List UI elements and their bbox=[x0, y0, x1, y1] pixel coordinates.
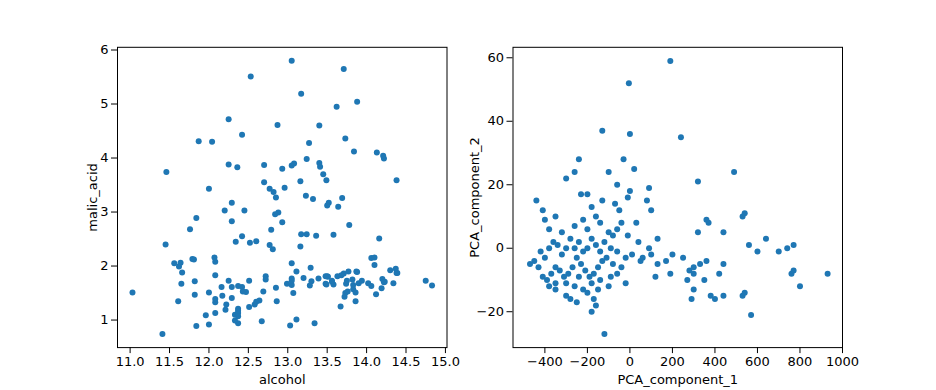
svg-text:6: 6 bbox=[100, 42, 108, 57]
svg-text:−400: −400 bbox=[527, 354, 563, 369]
svg-text:malic_acid: malic_acid bbox=[85, 163, 100, 231]
svg-text:0: 0 bbox=[496, 240, 504, 255]
svg-text:13.0: 13.0 bbox=[273, 354, 302, 369]
svg-text:14.5: 14.5 bbox=[392, 354, 421, 369]
svg-text:15.0: 15.0 bbox=[431, 354, 460, 369]
svg-text:800: 800 bbox=[788, 354, 813, 369]
svg-text:12.0: 12.0 bbox=[194, 354, 223, 369]
svg-text:200: 200 bbox=[660, 354, 685, 369]
svg-text:−20: −20 bbox=[477, 304, 504, 319]
svg-text:PCA_component_1: PCA_component_1 bbox=[617, 372, 738, 387]
svg-text:11.0: 11.0 bbox=[116, 354, 145, 369]
svg-text:13.5: 13.5 bbox=[313, 354, 342, 369]
svg-text:400: 400 bbox=[703, 354, 728, 369]
svg-text:4: 4 bbox=[100, 150, 108, 165]
svg-text:5: 5 bbox=[100, 96, 108, 111]
svg-text:60: 60 bbox=[487, 50, 504, 65]
svg-text:−200: −200 bbox=[570, 354, 606, 369]
svg-text:PCA_component_2: PCA_component_2 bbox=[467, 137, 482, 258]
svg-text:1000: 1000 bbox=[826, 354, 859, 369]
svg-text:12.5: 12.5 bbox=[234, 354, 263, 369]
svg-text:14.0: 14.0 bbox=[352, 354, 381, 369]
svg-text:alcohol: alcohol bbox=[259, 372, 305, 387]
svg-text:11.5: 11.5 bbox=[155, 354, 184, 369]
svg-text:600: 600 bbox=[745, 354, 770, 369]
svg-text:20: 20 bbox=[487, 177, 504, 192]
svg-text:1: 1 bbox=[100, 312, 108, 327]
svg-text:40: 40 bbox=[487, 113, 504, 128]
svg-text:2: 2 bbox=[100, 258, 108, 273]
svg-text:0: 0 bbox=[626, 354, 634, 369]
svg-text:3: 3 bbox=[100, 204, 108, 219]
